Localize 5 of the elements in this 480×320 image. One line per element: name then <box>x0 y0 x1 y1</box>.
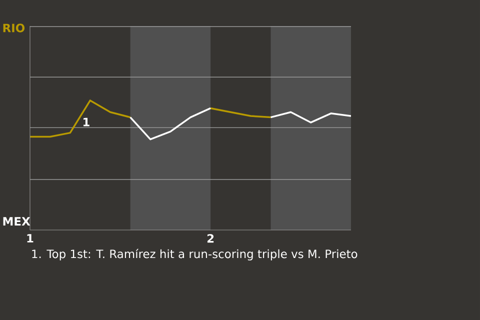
annotation: 1 <box>84 118 90 126</box>
x-tick-label: 2 <box>207 234 214 243</box>
text: RIO <box>3 24 25 32</box>
text: 1. Top 1st: T. Ramírez hit a run-scoring triple vs M. Prieto <box>32 248 358 260</box>
annotation: MEX <box>3 217 30 226</box>
